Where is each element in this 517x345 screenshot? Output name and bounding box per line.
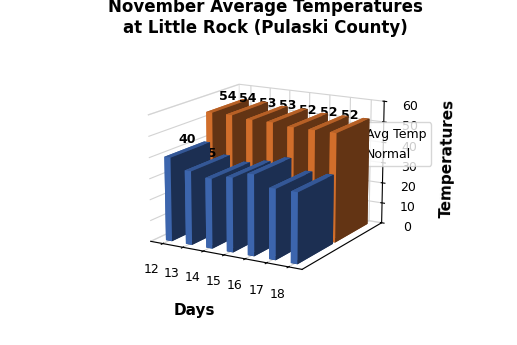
X-axis label: Days: Days bbox=[174, 303, 216, 318]
Title: November Average Temperatures
at Little Rock (Pulaski County): November Average Temperatures at Little … bbox=[108, 0, 422, 37]
Legend: Avg Temp, Normal: Avg Temp, Normal bbox=[336, 122, 431, 166]
